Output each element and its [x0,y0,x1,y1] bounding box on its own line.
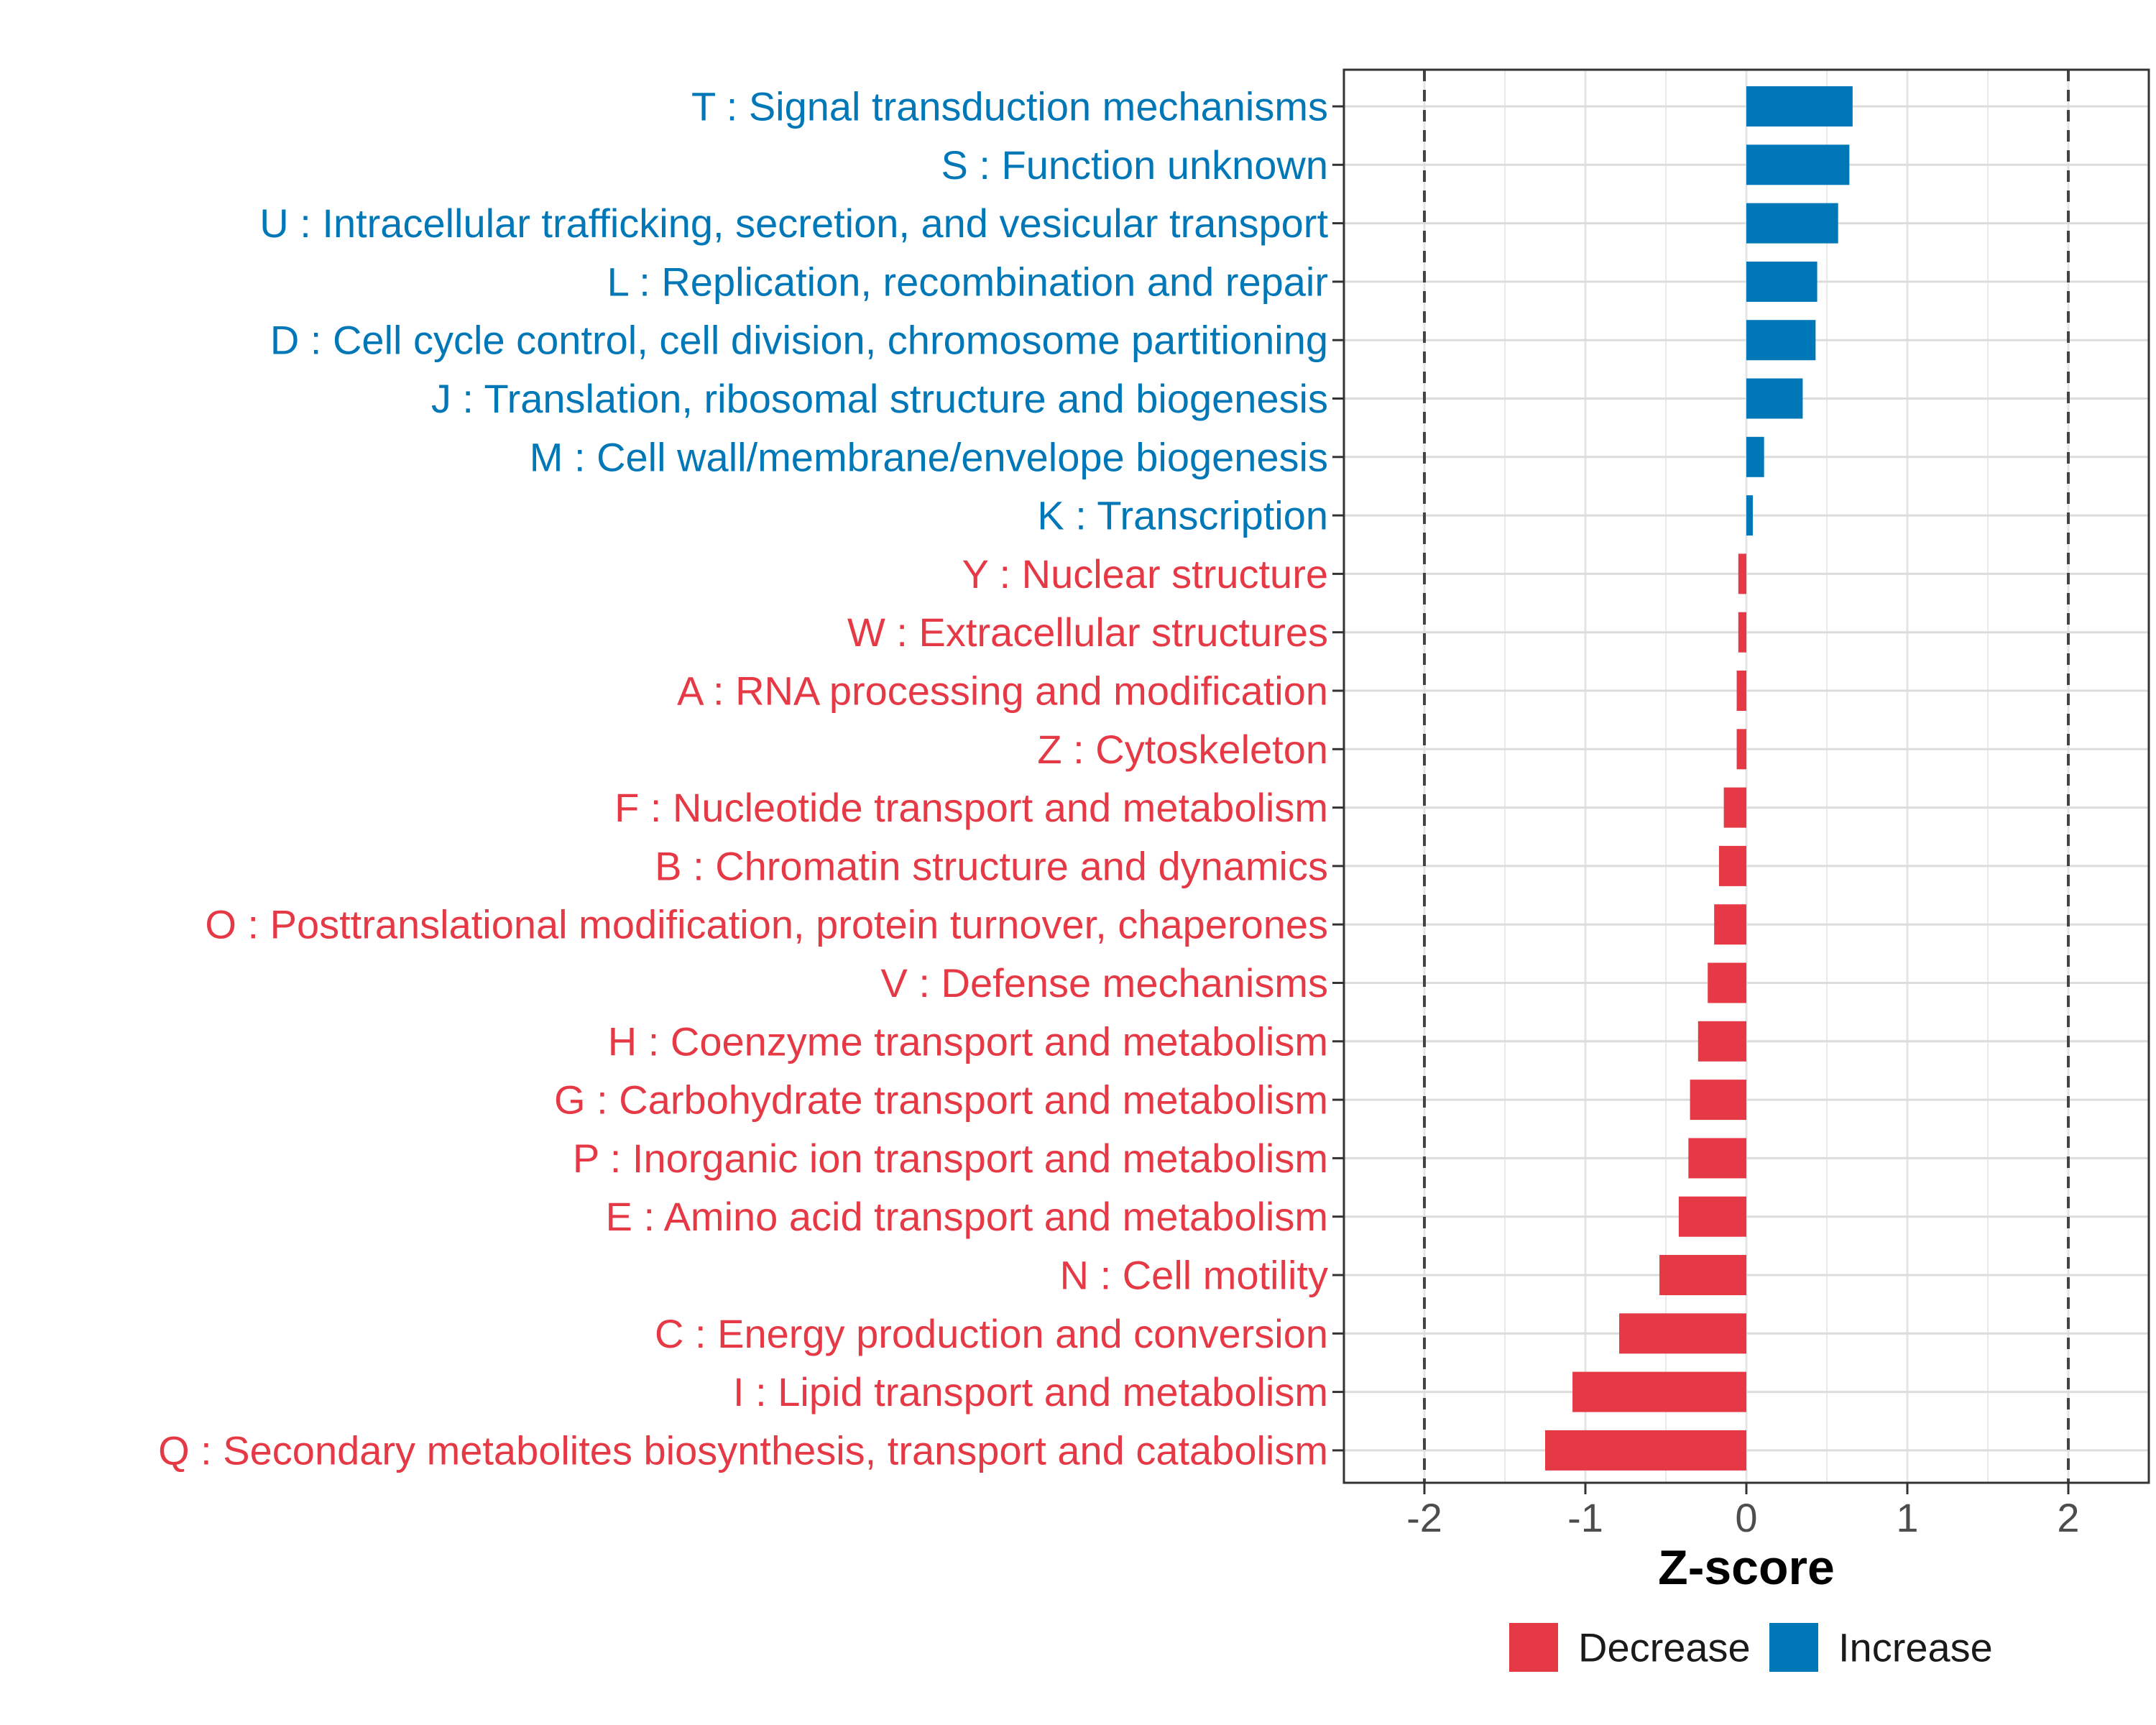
bar [1572,1371,1746,1412]
category-label: F : Nucleotide transport and metabolism [614,785,1328,830]
category-label: T : Signal transduction mechanisms [691,84,1328,129]
legend-label: Increase [1838,1625,1993,1670]
bar [1736,671,1746,711]
category-label: O : Posttranslational modification, prot… [205,902,1328,947]
category-label: I : Lipid transport and metabolism [733,1369,1328,1414]
bar [1659,1255,1746,1295]
bar [1746,436,1764,477]
bar [1746,203,1838,244]
category-label: J : Translation, ribosomal structure and… [431,376,1328,421]
bar [1746,320,1816,361]
category-label: W : Extracellular structures [847,610,1328,655]
reference-lines [1423,70,2070,1483]
bar [1678,1196,1746,1237]
x-tick-label: 2 [2057,1495,2079,1540]
x-axis-ticks: -2 -1 0 1 2 [1406,1483,2080,1540]
category-label: N : Cell motility [1060,1253,1328,1298]
bar [1723,787,1746,828]
bar [1545,1430,1746,1471]
bar [1688,1138,1746,1179]
bars [1545,86,1853,1471]
category-label: G : Carbohydrate transport and metabolis… [554,1077,1328,1123]
bar [1736,729,1746,770]
bar [1619,1313,1746,1354]
x-tick-label: 1 [1896,1495,1918,1540]
category-label: K : Transcription [1037,493,1328,538]
x-axis-title: Z-score [1658,1540,1835,1595]
bar [1697,1021,1746,1062]
x-tick-label: 0 [1735,1495,1757,1540]
bar [1746,378,1803,419]
category-label: V : Defense mechanisms [881,960,1328,1006]
y-axis-ticks [1332,105,1344,1452]
category-labels: T : Signal transduction mechanisms S : Fu… [158,84,1328,1473]
category-label: Q : Secondary metabolites biosynthesis, … [158,1427,1328,1473]
category-label: Z : Cytoskeleton [1037,727,1328,772]
category-label: E : Amino acid transport and metabolism [606,1194,1328,1239]
category-label: C : Energy production and conversion [655,1311,1328,1356]
category-label: S : Function unknown [941,142,1328,188]
bar [1746,261,1818,302]
category-label: M : Cell wall/membrane/envelope biogenes… [530,434,1328,479]
category-label: Y : Nuclear structure [962,551,1328,597]
category-label: P : Inorganic ion transport and metaboli… [573,1136,1328,1181]
legend: Decrease Increase [1509,1623,1993,1672]
x-tick-label: -2 [1406,1495,1442,1540]
category-label: L : Replication, recombination and repai… [607,259,1328,304]
bar [1746,495,1753,536]
bar [1746,144,1850,185]
bar [1718,845,1746,886]
category-label: U : Intracellular trafficking, secretion… [259,201,1328,246]
x-tick-label: -1 [1567,1495,1603,1540]
category-label: A : RNA processing and modification [677,668,1328,714]
legend-swatch [1509,1623,1558,1672]
bar [1746,86,1853,126]
bar [1738,612,1746,653]
bar [1708,962,1746,1003]
category-label: D : Cell cycle control, cell division, c… [270,318,1328,363]
legend-label: Decrease [1578,1625,1751,1670]
bar [1714,904,1746,945]
category-label: H : Coenzyme transport and metabolism [608,1018,1328,1064]
bar [1690,1080,1746,1121]
legend-swatch [1769,1623,1818,1672]
category-label: B : Chromatin structure and dynamics [655,843,1328,888]
bar [1738,553,1746,594]
